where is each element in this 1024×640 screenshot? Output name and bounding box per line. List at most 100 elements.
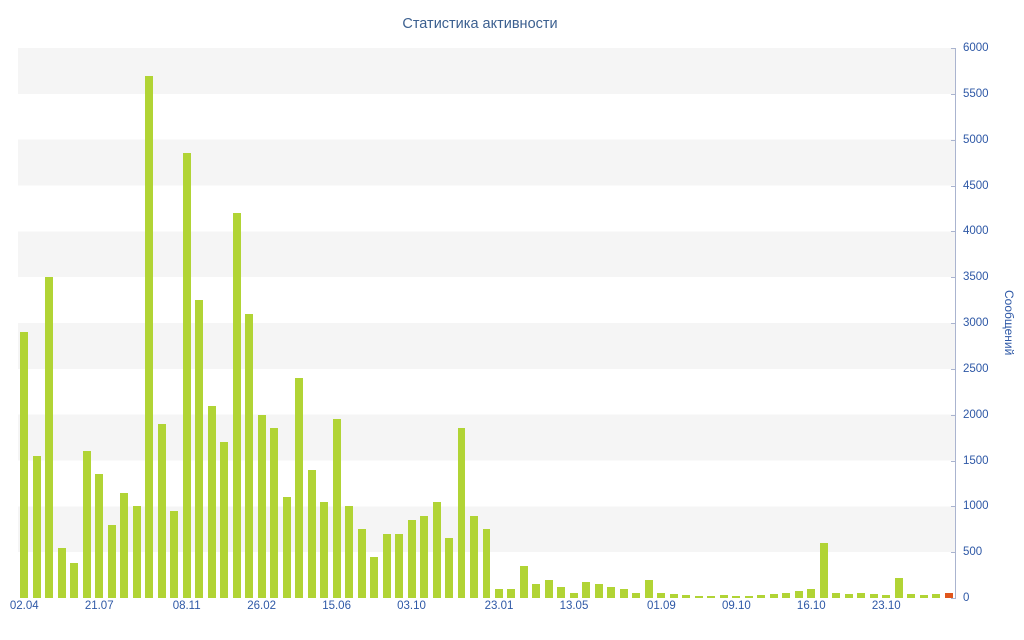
bar xyxy=(132,506,141,598)
y-tick-mark xyxy=(951,368,955,370)
y-tick-label: 500 xyxy=(963,546,983,559)
bar xyxy=(95,474,104,598)
bar xyxy=(782,592,791,598)
y-tick-label: 3500 xyxy=(963,271,989,284)
bar xyxy=(594,584,603,598)
bar xyxy=(669,594,678,598)
chart-title: Статистика активности xyxy=(402,16,558,32)
bar xyxy=(407,520,416,598)
bar xyxy=(457,428,466,598)
bar xyxy=(445,538,453,598)
x-tick-label: 09.10 xyxy=(721,600,751,612)
bar xyxy=(432,501,441,598)
bar xyxy=(544,579,553,598)
bar xyxy=(182,153,191,598)
bar xyxy=(270,428,279,598)
bar xyxy=(832,592,841,598)
bar xyxy=(757,595,766,598)
bar xyxy=(220,442,229,598)
bar xyxy=(482,529,491,598)
bar xyxy=(807,588,816,598)
bar xyxy=(694,596,703,598)
y-tick-mark xyxy=(951,185,955,187)
bar xyxy=(844,594,853,598)
x-tick-label: 01.09 xyxy=(647,600,676,612)
y-tick-mark xyxy=(951,414,955,416)
bar xyxy=(682,595,691,598)
y-tick-label: 5000 xyxy=(963,133,989,146)
bar xyxy=(819,543,828,598)
x-tick-label: 21.07 xyxy=(84,600,114,612)
plot-area xyxy=(18,48,955,598)
bar xyxy=(869,594,878,598)
bar xyxy=(657,592,666,598)
y-tick-mark xyxy=(951,552,955,554)
y-tick-mark xyxy=(951,277,955,279)
y-tick-label: 6000 xyxy=(963,42,989,54)
bar xyxy=(857,593,866,598)
bar xyxy=(320,501,329,598)
bar xyxy=(370,556,379,598)
bar xyxy=(307,469,316,598)
bar xyxy=(582,581,591,598)
bar xyxy=(907,594,916,598)
x-tick-label: 03.10 xyxy=(397,600,426,612)
bar xyxy=(882,595,891,598)
bar xyxy=(382,533,391,598)
bar xyxy=(494,588,503,598)
y-tick-label: 1500 xyxy=(963,454,989,467)
y-tick-label: 2000 xyxy=(963,408,989,421)
bar xyxy=(295,378,304,598)
bar xyxy=(719,595,728,598)
bar xyxy=(282,497,291,598)
bar xyxy=(157,423,166,598)
x-axis: 02.04 21.07 08.11 26.02 15.06 03.10 23.01 13.05… xyxy=(10,600,955,616)
y-tick-mark xyxy=(951,139,955,141)
x-tick-label: 15.06 xyxy=(322,600,351,612)
bar xyxy=(32,455,41,598)
bar xyxy=(20,332,29,598)
bar xyxy=(170,510,179,598)
y-tick-mark xyxy=(951,323,955,324)
y-tick-label: 2500 xyxy=(963,362,989,375)
y-tick-mark xyxy=(951,460,955,462)
bar xyxy=(944,593,953,598)
bar xyxy=(532,584,541,598)
bar xyxy=(45,277,54,598)
y-tick-label: 5500 xyxy=(963,87,989,100)
bar xyxy=(345,506,354,598)
x-tick-label: 23.10 xyxy=(871,600,901,612)
bar xyxy=(57,547,66,598)
bar xyxy=(569,593,578,598)
y-tick-mark xyxy=(951,506,955,508)
bar xyxy=(607,587,616,598)
x-tick-label: 08.11 xyxy=(172,600,201,612)
bar xyxy=(395,533,404,598)
bar xyxy=(732,596,741,598)
bar xyxy=(332,419,341,598)
bar xyxy=(644,579,653,598)
bar xyxy=(769,594,778,598)
bar xyxy=(107,524,116,598)
bar xyxy=(557,587,566,598)
bar xyxy=(257,414,266,598)
bar xyxy=(120,492,129,598)
bar xyxy=(894,577,903,598)
bar xyxy=(145,75,154,598)
bar xyxy=(794,590,803,598)
y-tick-mark xyxy=(951,231,955,233)
bar xyxy=(932,594,941,598)
bar xyxy=(507,588,516,598)
x-tick-label: 23.01 xyxy=(484,600,514,612)
bar xyxy=(707,596,716,598)
bar xyxy=(632,592,641,598)
y-tick-mark xyxy=(951,93,955,95)
bar xyxy=(207,405,216,598)
bar xyxy=(919,595,928,598)
y-tick-label: 1000 xyxy=(963,500,989,513)
y-tick-label: 3000 xyxy=(963,317,989,329)
y-tick-mark xyxy=(951,598,955,599)
bar xyxy=(357,529,366,598)
x-tick-label: 16.10 xyxy=(796,600,826,612)
